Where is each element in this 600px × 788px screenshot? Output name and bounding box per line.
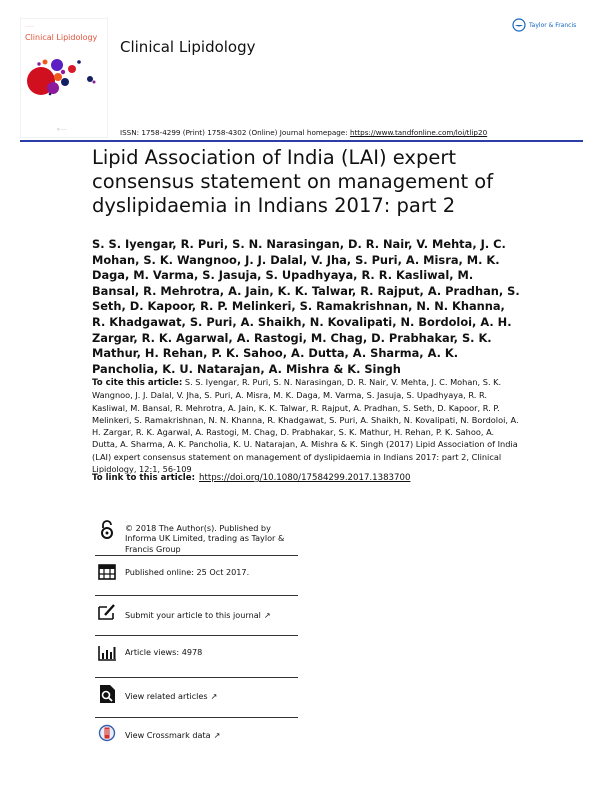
crossmark-icon xyxy=(98,724,116,742)
published-text: Published online: 25 Oct 2017. xyxy=(125,567,250,577)
published-item: Published online: 25 Oct 2017. xyxy=(95,561,298,591)
article-title: Lipid Association of India (LAI) expert … xyxy=(92,146,494,217)
doi-link[interactable]: https://doi.org/10.1080/17584299.2017.13… xyxy=(199,473,411,483)
issn-line: ISSN: 1758-4299 (Print) 1758-4302 (Onlin… xyxy=(120,128,487,137)
cover-small-text: ——— xyxy=(25,24,34,28)
publisher-logo-icon xyxy=(512,18,526,32)
publisher-name: Taylor & Francis xyxy=(529,21,577,29)
related-articles-link[interactable]: View related articles ↗ xyxy=(95,684,298,712)
article-views-text: Article views: 4978 xyxy=(125,647,203,657)
journal-homepage-link[interactable]: https://www.tandfonline.com/loi/tlip20 xyxy=(349,128,488,137)
divider xyxy=(95,595,298,596)
bar-chart-icon xyxy=(98,646,116,661)
citation-block: To cite this article: S. S. Iyengar, R. … xyxy=(92,376,522,475)
crossmark-link[interactable]: View Crossmark data ↗ xyxy=(95,724,298,752)
divider xyxy=(95,677,298,678)
related-articles-text: View related articles xyxy=(125,691,208,701)
related-articles-icon xyxy=(100,685,115,703)
article-link-line: To link to this article: https://doi.org/… xyxy=(92,473,410,483)
issn-text: ISSN: 1758-4299 (Print) 1758-4302 (Onlin… xyxy=(120,128,350,137)
crossmark-text: View Crossmark data xyxy=(125,730,211,740)
header-divider xyxy=(20,140,583,142)
svg-text:◎ ——: ◎ —— xyxy=(57,127,67,131)
edit-icon xyxy=(98,604,115,620)
journal-title: Clinical Lipidology xyxy=(120,38,256,56)
divider xyxy=(95,555,298,556)
submit-text: Submit your article to this journal xyxy=(125,610,261,620)
external-link-icon: ↗ xyxy=(263,611,271,620)
open-access-icon xyxy=(101,520,113,539)
divider xyxy=(95,717,298,718)
link-label: To link to this article: xyxy=(92,473,196,483)
divider xyxy=(95,635,298,636)
external-link-icon: ↗ xyxy=(213,731,221,740)
cite-label: To cite this article: xyxy=(92,378,183,388)
calendar-icon xyxy=(98,564,116,580)
cite-text: S. S. Iyengar, R. Puri, S. N. Narasingan… xyxy=(92,377,519,475)
journal-cover: ——— Clinical Lipidology ◎ —— xyxy=(20,18,108,138)
publisher-logo: Taylor & Francis xyxy=(512,18,576,32)
copyright-text: © 2018 The Author(s). Published by Infor… xyxy=(125,523,285,554)
external-link-icon: ↗ xyxy=(210,692,218,701)
article-views-item: Article views: 4978 xyxy=(95,643,298,671)
submit-article-link[interactable]: Submit your article to this journal ↗ xyxy=(95,602,298,630)
cover-title: Clinical Lipidology xyxy=(25,33,98,42)
open-access-item: © 2018 The Author(s). Published by Infor… xyxy=(95,520,298,554)
article-authors: S. S. Iyengar, R. Puri, S. N. Narasingan… xyxy=(92,237,520,376)
cover-bubbles-graphic: ◎ —— xyxy=(27,59,96,131)
